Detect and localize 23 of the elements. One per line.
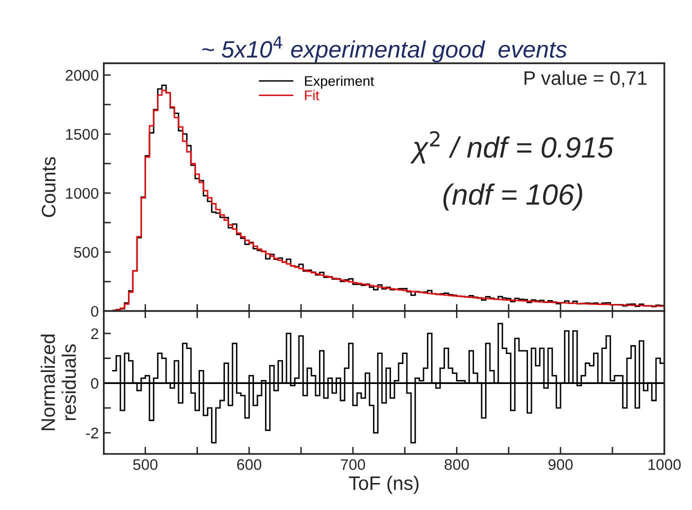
x-axis-title: ToF (ns) xyxy=(348,476,419,494)
annotation: P value = 0,71 xyxy=(524,70,647,88)
y-tick-label: 2 xyxy=(91,328,98,339)
x-tick-label: 800 xyxy=(444,459,469,470)
annotation: χ$^{2}$ / ndf = 0.915 xyxy=(410,131,614,164)
legend-label: Experiment xyxy=(305,76,374,89)
x-tick-label: 600 xyxy=(237,459,262,470)
y-tick-label: 0 xyxy=(91,306,98,317)
y-tick-label: 500 xyxy=(74,246,98,258)
y-tick-label: -2 xyxy=(86,428,98,438)
y-axis-title: Counts xyxy=(42,157,56,217)
x-tick-label: 700 xyxy=(340,459,366,470)
y-tick-label: 1500 xyxy=(66,128,98,140)
x-tick-label: 1000 xyxy=(648,459,681,470)
annotation: (ndf = 106) xyxy=(443,183,582,211)
y-tick-label: 0 xyxy=(91,378,98,389)
y-axis-title: Normalized residuals xyxy=(40,334,76,430)
x-tick-label: 900 xyxy=(548,459,573,470)
legend-label: Fit xyxy=(305,90,320,100)
x-tick-label: 500 xyxy=(133,459,158,470)
y-tick-label: 1000 xyxy=(66,188,98,199)
y-tick-label: 2000 xyxy=(66,70,98,81)
chart-title: ~ 5x10$^{4}$ experimental good events xyxy=(202,36,567,62)
